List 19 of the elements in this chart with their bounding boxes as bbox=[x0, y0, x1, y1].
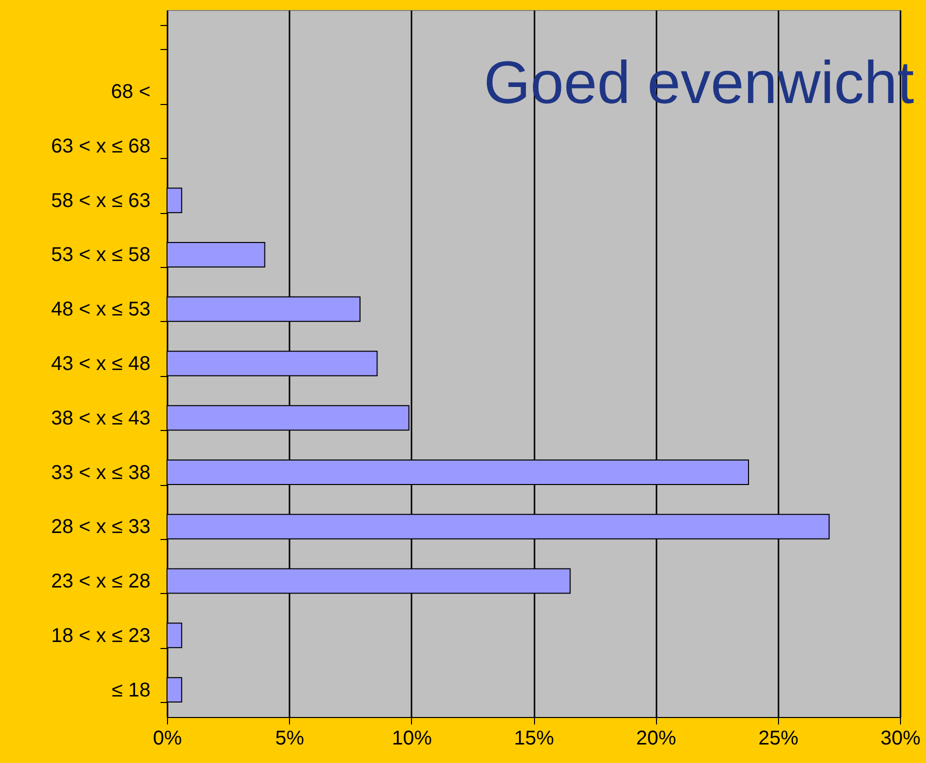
y-tick-label: 23 < x ≤ 28 bbox=[51, 570, 150, 593]
y-tick-label: 18 < x ≤ 23 bbox=[51, 624, 150, 647]
x-tick-label: 30% bbox=[880, 728, 921, 750]
x-tick-label: 10% bbox=[392, 728, 432, 750]
y-tick-label: 43 < x ≤ 48 bbox=[51, 353, 150, 375]
y-tick-label: 33 < x ≤ 38 bbox=[51, 462, 150, 484]
y-tick-label: 68 < bbox=[111, 81, 150, 104]
x-tick-label: 5% bbox=[275, 728, 304, 750]
x-tick-label: 15% bbox=[514, 728, 554, 750]
y-tick-label: 58 < x ≤ 63 bbox=[51, 190, 150, 212]
y-tick-label: 63 < x ≤ 68 bbox=[51, 135, 150, 158]
y-tick-label: ≤ 18 bbox=[112, 679, 150, 702]
y-tick-label: 28 < x ≤ 33 bbox=[51, 516, 150, 538]
y-tick-label: 38 < x ≤ 43 bbox=[51, 407, 150, 430]
x-tick-label: 25% bbox=[758, 728, 799, 750]
y-tick-label: 53 < x ≤ 58 bbox=[51, 244, 150, 266]
y-tick-label: 48 < x ≤ 53 bbox=[51, 298, 150, 321]
x-tick-label: 0% bbox=[153, 728, 182, 750]
x-tick-label: 20% bbox=[636, 728, 676, 750]
